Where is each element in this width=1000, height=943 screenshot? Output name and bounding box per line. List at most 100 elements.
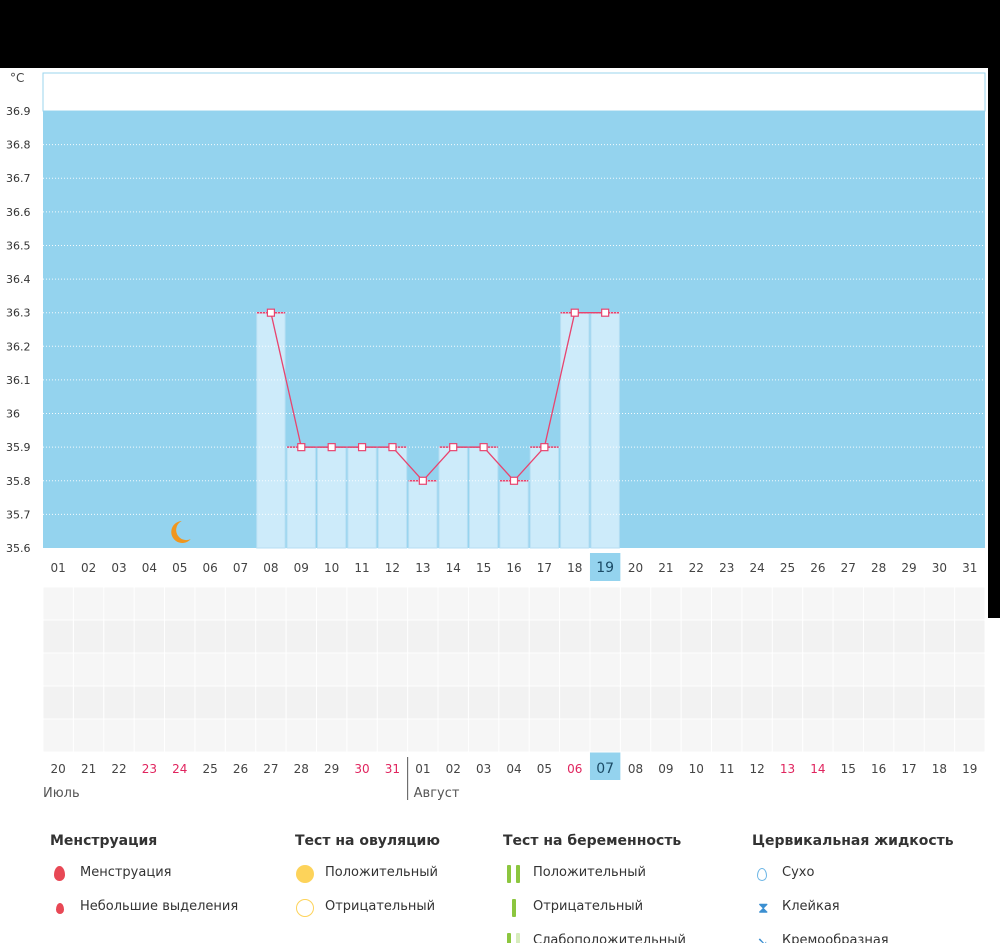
y-tick-label: 36.6 — [6, 206, 31, 219]
x-tick-label: 16 — [506, 561, 521, 575]
entry-row — [43, 719, 985, 752]
y-tick-label: 36.8 — [6, 139, 31, 152]
y-tick-label: 35.6 — [6, 542, 31, 555]
x-date-label: 03 — [476, 762, 491, 776]
right-black-edge — [988, 68, 1000, 618]
y-tick-label: 36.9 — [6, 105, 31, 118]
y-unit-label: °C — [10, 71, 24, 85]
x-tick-label: 17 — [537, 561, 552, 575]
legend-item: Положительный — [295, 865, 440, 899]
today-highlight — [589, 553, 621, 581]
y-tick-label: 36.7 — [6, 172, 31, 185]
x-date-label: 09 — [658, 762, 673, 776]
temperature-bar — [256, 312, 286, 549]
legend-label: Небольшие выделения — [80, 899, 239, 914]
legend-item: ⧗ Клейкая — [752, 899, 954, 933]
x-tick-label: 26 — [810, 561, 825, 575]
x-date-label: 23 — [142, 762, 157, 776]
x-tick-label: 02 — [81, 561, 96, 575]
legend-cervical-fluid: Цервикальная жидкость Сухо ⧗ Клейкая ➘ К… — [752, 825, 954, 943]
temperature-bar — [468, 446, 499, 549]
x-date-label: 19 — [962, 762, 977, 776]
legend-label: Кремообразная — [782, 933, 889, 943]
x-date-label: 02 — [446, 762, 461, 776]
legend-title: Тест на беременность — [503, 833, 682, 849]
legend-item: Слабоположительный — [503, 933, 686, 943]
y-tick-label: 35.7 — [6, 508, 31, 521]
plot-background — [43, 111, 985, 548]
data-point — [449, 443, 458, 452]
x-tick-label: 19 — [596, 560, 614, 576]
entry-row — [43, 620, 985, 653]
data-point — [297, 443, 306, 452]
x-tick-label: 04 — [142, 561, 157, 575]
data-point — [509, 476, 519, 485]
y-tick-label: 36.2 — [6, 340, 31, 353]
temperature-line — [270, 312, 606, 482]
x-tick-label: 03 — [111, 561, 126, 575]
legend-ovulation-test: Тест на овуляцию Положительный Отрицател… — [295, 825, 440, 933]
x-date-label: 17 — [901, 762, 916, 776]
data-point — [388, 443, 397, 452]
legend-item: Небольшие выделения — [50, 899, 238, 933]
x-date-label: 20 — [51, 762, 66, 776]
x-date-label: 07 — [596, 761, 614, 777]
top-black-bar — [0, 0, 1000, 68]
data-point — [479, 443, 488, 452]
x-date-label: 18 — [932, 762, 947, 776]
month-label: Июль — [43, 786, 80, 801]
x-date-label: 04 — [506, 762, 521, 776]
x-tick-label: 07 — [233, 561, 248, 575]
legend-item: Отрицательный — [503, 899, 686, 933]
x-date-label: 12 — [749, 762, 764, 776]
x-date-label: 25 — [202, 762, 217, 776]
creamy-icon: ➘ — [757, 935, 769, 943]
x-date-label: 10 — [689, 762, 704, 776]
x-tick-label: 27 — [841, 561, 856, 575]
today-date-highlight — [589, 752, 621, 780]
x-tick-label: 11 — [354, 561, 369, 575]
x-date-label: 30 — [354, 762, 369, 776]
x-date-label: 15 — [841, 762, 856, 776]
legend-menstruation: Менструация Менструация Небольшие выделе… — [50, 825, 238, 933]
single-bar-icon — [503, 899, 525, 917]
legend-label: Отрицательный — [533, 899, 644, 914]
x-tick-label: 12 — [385, 561, 400, 575]
y-tick-label: 35.8 — [6, 475, 31, 488]
temperature-bar — [347, 446, 377, 549]
entry-row — [43, 587, 985, 620]
legend-label: Менструация — [80, 865, 172, 880]
legend-title: Тест на овуляцию — [295, 833, 440, 849]
legend-pregnancy-test: Тест на беременность Положительный Отриц… — [503, 825, 686, 943]
x-tick-label: 06 — [202, 561, 217, 575]
y-tick-label: 36 — [6, 408, 20, 421]
hourglass-icon: ⧗ — [758, 899, 769, 917]
y-tick-label: 36.1 — [6, 374, 31, 387]
temperature-bar — [560, 312, 590, 549]
x-date-label: 31 — [385, 762, 400, 776]
x-date-label: 27 — [263, 762, 278, 776]
x-date-label: 29 — [324, 762, 339, 776]
x-tick-label: 09 — [294, 561, 309, 575]
data-point — [327, 443, 336, 452]
x-tick-label: 30 — [932, 561, 947, 575]
x-tick-label: 23 — [719, 561, 734, 575]
x-tick-label: 24 — [749, 561, 764, 575]
legend-label: Положительный — [325, 865, 438, 880]
plot-top-band — [42, 72, 986, 112]
legend-label: Сухо — [782, 865, 815, 880]
x-date-label: 28 — [294, 762, 309, 776]
legend-item: Менструация — [50, 865, 238, 899]
x-date-label: 13 — [780, 762, 795, 776]
faint-bar-icon — [503, 933, 525, 943]
x-tick-label: 01 — [51, 561, 66, 575]
x-date-label: 08 — [628, 762, 643, 776]
temperature-bar — [316, 446, 347, 549]
x-tick-label: 22 — [689, 561, 704, 575]
y-tick-label: 35.9 — [6, 441, 31, 454]
x-tick-label: 21 — [658, 561, 673, 575]
data-point — [570, 308, 579, 317]
data-point — [266, 308, 276, 317]
temperature-bar — [590, 312, 620, 549]
x-tick-label: 08 — [263, 561, 278, 575]
